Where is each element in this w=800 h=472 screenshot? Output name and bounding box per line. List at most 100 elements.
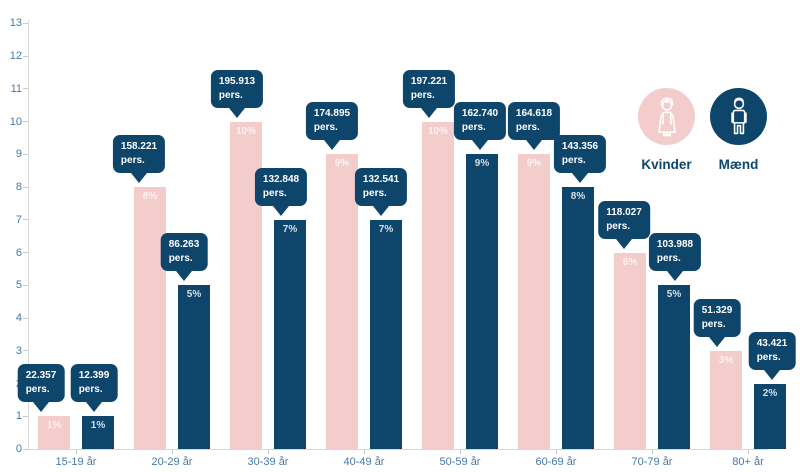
legend-item-maend: Mænd [710,88,767,172]
woman-icon [638,88,695,145]
y-tick-mark [23,22,28,24]
x-tick-mark [747,450,749,454]
bar-percent-label: 9% [334,158,350,170]
x-tick-label: 70-79 år [631,456,673,468]
bar-kvinder-5[interactable]: 9% [518,154,550,449]
y-tick-label: 6 [15,246,22,259]
x-axis-line [28,449,768,450]
y-tick-mark [23,252,28,253]
man-icon [710,88,767,145]
callout-persons-suffix: pers. [515,122,540,134]
bar-kvinder-6[interactable]: 6% [614,252,646,449]
bar-percent-label: 1% [90,420,106,432]
bar-maend-5[interactable]: 8% [562,187,594,449]
bar-percent-label: 7% [282,223,298,235]
callout-pointer [472,140,488,151]
callout-persons-suffix: pers. [606,220,631,232]
bar-percent-label: 5% [186,289,202,301]
bar-maend-6[interactable]: 5% [658,285,690,449]
y-tick-label: 9 [15,148,22,161]
x-tick-label: 60-69 år [535,456,577,468]
callout-pointer [373,205,389,216]
bar-kvinder-7[interactable]: 3% [710,350,742,449]
callout-persons-suffix: pers. [262,187,287,199]
callout-pointer [421,107,437,118]
callout-persons-value: 132.541 [362,173,400,185]
legend-label-kvinder: Kvinder [641,157,692,172]
x-tick-mark [555,450,557,454]
callout-persons-value: 162.740 [461,108,499,120]
bar-percent-label: 10% [427,125,448,137]
callout-persons-value: 103.988 [656,239,694,251]
y-tick-label: 5 [15,279,22,292]
y-tick-label: 1 [15,410,22,423]
callout-pointer [572,173,588,183]
bar-percent-label: 1% [46,420,62,432]
x-tick-label: 40-49 år [343,456,385,468]
callout-pointer [526,140,542,151]
x-tick-label: 80+ år [732,456,764,468]
callout-pointer [764,369,780,380]
callout-pointer [176,271,192,282]
y-tick-label: 7 [15,213,22,226]
x-tick-mark [363,450,365,454]
y-tick-label: 0 [15,443,22,455]
legend-label-maend: Mænd [718,157,759,172]
callout-maend-2: 132.848 pers. [254,167,308,206]
bar-maend-0[interactable]: 1% [82,416,114,449]
callout-persons-suffix: pers. [313,122,338,134]
bar-maend-2[interactable]: 7% [274,219,306,449]
callout-persons-suffix: pers. [461,122,486,134]
callout-pointer [131,173,147,183]
bar-percent-label: 10% [235,125,256,137]
bar-percent-label: 9% [526,158,542,170]
callout-persons-value: 174.895 [313,108,351,120]
y-tick-mark [23,88,28,90]
callout-maend-1: 86.263 pers. [160,233,208,272]
bar-kvinder-4[interactable]: 10% [422,121,454,449]
callout-pointer [667,271,683,282]
callout-persons-suffix: pers. [25,384,50,396]
bar-kvinder-0[interactable]: 1% [38,416,70,449]
callout-persons-value: 143.356 [561,141,599,152]
y-tick-mark [23,186,28,188]
callout-kvinder-1: 158.221 pers. [112,135,166,173]
bar-kvinder-3[interactable]: 9% [326,154,358,449]
y-tick-mark [23,317,28,319]
y-tick-mark [23,219,28,221]
bar-percent-label: 3% [718,354,734,366]
bar-maend-4[interactable]: 9% [466,154,498,449]
callout-persons-suffix: pers. [218,89,243,101]
callout-persons-value: 12.399 [78,370,110,382]
x-tick-label: 15-19 år [55,456,97,468]
callout-persons-suffix: pers. [168,253,193,265]
bar-percent-label: 8% [142,191,158,202]
callout-persons-value: 195.913 [218,75,256,87]
callout-persons-suffix: pers. [410,89,435,101]
y-tick-label: 12 [9,50,22,62]
callout-kvinder-4: 197.221 pers. [402,69,456,108]
callout-persons-suffix: pers. [120,155,145,166]
x-tick-label: 50-59 år [439,456,481,468]
bar-percent-label: 2% [762,387,778,399]
bar-maend-7[interactable]: 2% [754,383,786,449]
y-tick-mark [23,55,28,57]
y-tick-label: 8 [15,181,22,193]
bar-maend-3[interactable]: 7% [370,219,402,449]
bar-percent-label: 8% [570,191,586,202]
x-tick-label: 20-29 år [151,456,193,468]
bar-percent-label: 9% [474,158,490,170]
callout-persons-suffix: pers. [78,384,103,396]
callout-pointer [616,238,632,249]
y-tick-label: 3 [15,344,22,357]
callout-pointer [324,140,340,151]
callout-persons-value: 86.263 [168,239,200,251]
callout-maend-7: 43.421 pers. [748,331,796,370]
callout-persons-value: 22.357 [25,370,57,382]
callout-persons-suffix: pers. [656,253,681,265]
bar-kvinder-1[interactable]: 8% [134,187,166,449]
x-tick-mark [75,450,77,454]
bar-percent-label: 6% [622,256,638,268]
callout-maend-4: 162.740 pers. [453,102,507,141]
bar-maend-1[interactable]: 5% [178,285,210,449]
